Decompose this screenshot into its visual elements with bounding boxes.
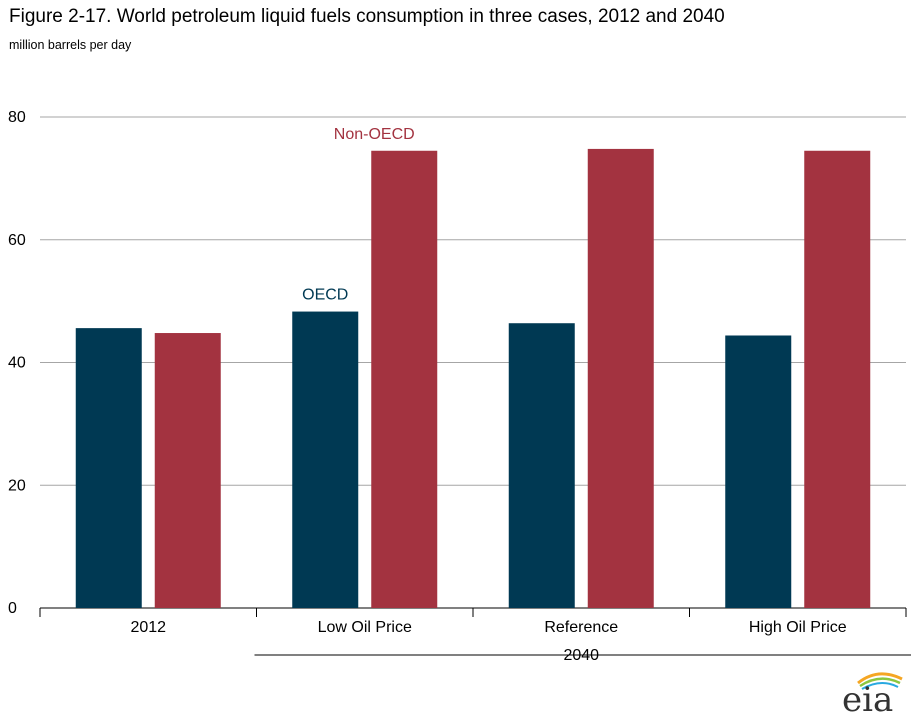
x-category-label: 2012	[130, 619, 166, 636]
series-label-non-oecd: Non-OECD	[334, 126, 415, 143]
chart-title: Figure 2-17. World petroleum liquid fuel…	[9, 6, 725, 27]
bar-oecd	[292, 311, 359, 608]
x-category-label: Reference	[544, 619, 618, 636]
y-tick-label: 60	[8, 232, 26, 249]
bar-oecd	[508, 323, 575, 608]
y-tick-label: 20	[8, 477, 26, 494]
bar-non-oecd	[154, 333, 221, 608]
bar-oecd	[725, 335, 792, 608]
bar-non-oecd	[804, 150, 871, 608]
x-category-label: Low Oil Price	[318, 619, 412, 636]
y-tick-label: 80	[8, 109, 26, 126]
y-tick-label: 40	[8, 355, 26, 372]
bar-non-oecd	[587, 148, 654, 609]
bar-non-oecd	[371, 150, 438, 608]
eia-logo-icon: eia	[838, 669, 910, 720]
series-label-oecd: OECD	[302, 287, 348, 304]
y-tick-label: 0	[8, 600, 17, 617]
group-label: 2040	[563, 647, 599, 664]
chart-subtitle: million barrels per day	[9, 38, 132, 52]
x-category-label: High Oil Price	[749, 619, 847, 636]
bar-oecd	[75, 328, 142, 608]
eia-logo-text: eia	[842, 680, 893, 715]
